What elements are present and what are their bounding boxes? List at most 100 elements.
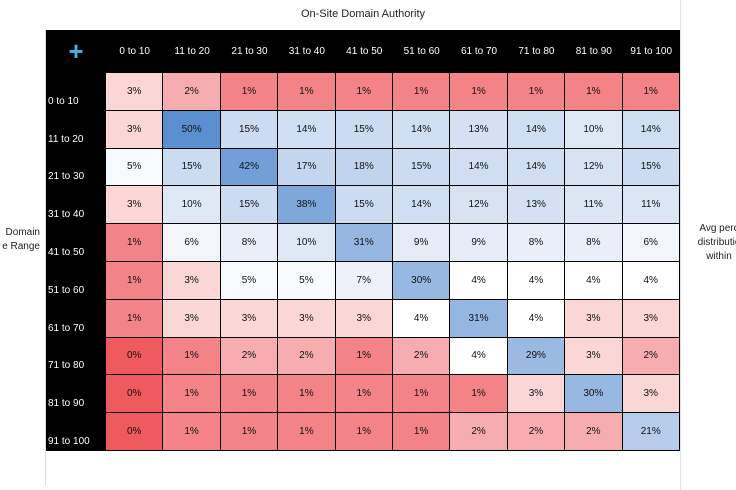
heatmap-cell: 11%	[565, 186, 623, 225]
heatmap-cell: 3%	[106, 110, 164, 149]
heatmap-cell: 5%	[220, 261, 279, 300]
column-header: 41 to 50	[346, 46, 383, 57]
heatmap-cell: 10%	[163, 186, 221, 225]
heatmap-cell: 1%	[392, 73, 451, 111]
heatmap-cell: 1%	[335, 375, 393, 414]
heatmap-cell: 15%	[220, 186, 279, 225]
heatmap-cell: 2%	[392, 337, 451, 376]
heatmap-cell: 2%	[278, 337, 336, 376]
heatmap-cell: 1%	[163, 337, 221, 376]
heatmap-cell: 13%	[507, 186, 566, 225]
y-axis-label-line-1: Domain	[5, 227, 40, 238]
heatmap-cell: 8%	[565, 224, 623, 262]
heatmap-cell: 10%	[565, 110, 623, 149]
right-label-line-3: within	[706, 251, 732, 262]
heatmap-cell: 1%	[106, 224, 164, 262]
row-header: 51 to 60	[48, 284, 85, 296]
heatmap-cell: 4%	[450, 337, 508, 376]
right-side-label: Avg perc distributio within	[684, 222, 736, 264]
row-header: 91 to 100	[48, 435, 90, 447]
heatmap-cell: 7%	[335, 261, 393, 300]
frame-line-right	[680, 0, 681, 490]
heatmap-cell: 1%	[392, 375, 451, 414]
heatmap-cell: 3%	[163, 299, 221, 338]
y-axis-label-line-2: e Range	[2, 241, 40, 252]
heatmap-cell: 1%	[278, 375, 336, 414]
heatmap-cell: 4%	[507, 261, 566, 300]
heatmap-cell: 9%	[450, 224, 508, 262]
column-header: 71 to 80	[518, 46, 555, 57]
row-header: 21 to 30	[48, 171, 85, 183]
heatmap-cell: 6%	[163, 224, 221, 262]
heatmap-cell: 4%	[622, 261, 680, 300]
heatmap-cell: 1%	[622, 73, 680, 111]
heatmap-cell: 12%	[450, 186, 508, 225]
heatmap-cell: 1%	[220, 73, 279, 111]
heatmap-cell: 1%	[450, 375, 508, 414]
heatmap-cell: 31%	[450, 299, 508, 338]
heatmap-cell: 1%	[163, 375, 221, 414]
row-header: 11 to 20	[48, 133, 84, 145]
heatmap-cell: 1%	[392, 413, 451, 451]
heatmap-cell: 2%	[220, 337, 279, 376]
heatmap-cell: 21%	[622, 413, 680, 451]
heatmap-cell: 1%	[220, 375, 279, 414]
heatmap-cell: 14%	[392, 186, 451, 225]
heatmap-cell: 3%	[106, 186, 164, 225]
heatmap-cell: 14%	[278, 110, 336, 149]
heatmap-cell: 2%	[565, 413, 623, 451]
heatmap-cell: 8%	[507, 224, 566, 262]
heatmap-cell: 1%	[450, 73, 508, 111]
frame-line-left	[45, 30, 46, 485]
heatmap-cell: 15%	[392, 148, 451, 187]
heatmap-cell: 1%	[335, 337, 393, 376]
heatmap-cell: 0%	[106, 413, 164, 451]
heatmap-cell: 30%	[565, 375, 623, 414]
right-label-line-2: distributio	[697, 237, 736, 248]
column-header: 61 to 70	[460, 46, 498, 57]
heatmap-cell: 2%	[622, 337, 680, 376]
heatmap-cell: 1%	[220, 413, 279, 451]
heatmap-cell: 15%	[335, 110, 393, 149]
heatmap-cell: 50%	[163, 110, 221, 149]
row-header: 41 to 50	[48, 246, 85, 258]
plus-icon: +	[68, 36, 84, 66]
heatmap-cell: 12%	[565, 148, 623, 187]
heatmap-cell: 3%	[278, 299, 336, 338]
chart-title: On-Site Domain Authority	[300, 8, 426, 20]
heatmap-cell: 4%	[565, 261, 623, 300]
heatmap-cell: 3%	[220, 299, 279, 338]
heatmap-cell: 15%	[163, 148, 221, 187]
heatmap-cell: 15%	[220, 110, 279, 149]
heatmap-cell: 4%	[392, 299, 451, 338]
column-header: 11 to 20	[174, 46, 210, 57]
heatmap-cell: 8%	[220, 224, 279, 262]
heatmap-cell: 31%	[335, 224, 393, 262]
heatmap-cell: 3%	[622, 375, 680, 414]
heatmap-grid: + 0 to 10 11 to 20 21 to 30 31 to 40 41 to 5…	[46, 30, 680, 451]
heatmap-cell: 2%	[163, 73, 221, 111]
column-header: 91 to 100	[630, 46, 673, 57]
heatmap-cell: 1%	[278, 413, 336, 451]
heatmap-cell: 3%	[507, 375, 566, 414]
heatmap-cell: 10%	[278, 224, 336, 262]
heatmap-cell: 2%	[450, 413, 508, 451]
column-header: 21 to 30	[231, 46, 268, 57]
heatmap-cell: 0%	[106, 337, 164, 376]
heatmap-cell: 1%	[278, 73, 336, 111]
heatmap-cell: 4%	[507, 299, 566, 338]
heatmap-cell: 14%	[507, 110, 566, 149]
heatmap-cell: 15%	[335, 186, 393, 225]
heatmap-cell: 6%	[622, 224, 680, 262]
heatmap-cell: 3%	[335, 299, 393, 338]
heatmap-cell: 17%	[278, 148, 336, 187]
heatmap-cell: 30%	[392, 261, 451, 300]
heatmap-cell: 1%	[106, 261, 164, 300]
heatmap-cell: 1%	[106, 299, 164, 338]
heatmap-cell: 4%	[450, 261, 508, 300]
heatmap-cell: 2%	[507, 413, 566, 451]
heatmap-cell: 1%	[565, 73, 623, 111]
y-axis-label: Domain e Range	[0, 226, 40, 254]
row-header: 71 to 80	[48, 360, 85, 372]
heatmap-cell: 1%	[335, 73, 393, 111]
